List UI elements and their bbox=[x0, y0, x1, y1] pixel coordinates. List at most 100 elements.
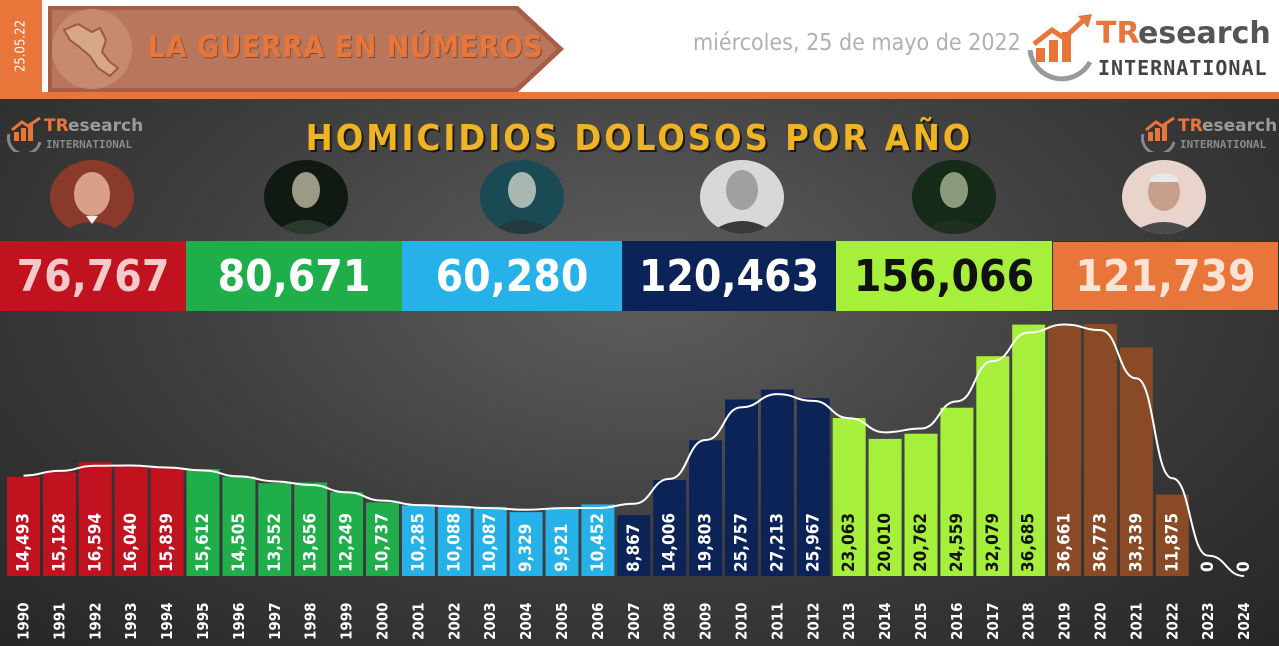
total-box-pena: 156,066 bbox=[836, 241, 1052, 311]
year-label: 1990 bbox=[15, 602, 33, 640]
bar-value-label: 25,967 bbox=[803, 513, 823, 572]
bar-value-label: 8,867 bbox=[624, 524, 644, 572]
bar-2020 bbox=[1084, 324, 1117, 576]
year-label: 2021 bbox=[1127, 602, 1145, 640]
header-date: miércoles, 25 de mayo de 2022 bbox=[693, 30, 1021, 56]
bar-value-label: 10,737 bbox=[373, 513, 393, 572]
year-label: 2022 bbox=[1163, 602, 1181, 640]
total-box-calderon: 120,463 bbox=[622, 241, 836, 311]
bar-value-label: 9,329 bbox=[516, 524, 536, 572]
chart-title: HOMICIDIOS DOLOSOS POR AÑO bbox=[305, 118, 974, 159]
banner-title: LA GUERRA EN NÚMEROS bbox=[148, 30, 544, 65]
year-label: 2007 bbox=[625, 602, 643, 640]
bar-1997 bbox=[258, 483, 292, 576]
bar-2007 bbox=[617, 515, 651, 576]
corner-logo-tr: TR bbox=[44, 116, 69, 136]
year-label: 2020 bbox=[1092, 602, 1110, 640]
year-label: 2008 bbox=[661, 602, 679, 640]
corner-logo-research: esearch bbox=[1202, 116, 1278, 136]
bar-value-label: 13,552 bbox=[265, 513, 285, 572]
portrait-zedillo bbox=[264, 160, 348, 234]
header-divider bbox=[0, 92, 1279, 99]
bar-2004 bbox=[509, 512, 543, 576]
year-label: 2013 bbox=[840, 602, 858, 640]
total-box-fox: 60,280 bbox=[402, 241, 622, 311]
bar-2003 bbox=[473, 506, 507, 576]
date-tab: 25.05.22 bbox=[0, 0, 42, 92]
year-label: 2014 bbox=[876, 602, 894, 640]
total-box-zedillo: 80,671 bbox=[186, 241, 402, 311]
bar-1998 bbox=[294, 482, 328, 576]
bar-2022 bbox=[1155, 494, 1189, 576]
logo-research: esearch bbox=[1138, 16, 1271, 51]
year-label: 2005 bbox=[553, 602, 571, 640]
bar-value-label: 36,661 bbox=[1055, 513, 1075, 572]
bar-value-label: 10,087 bbox=[480, 513, 500, 572]
bar-value-label: 11,875 bbox=[1162, 513, 1182, 572]
bar-1993 bbox=[114, 466, 148, 576]
bar-value-label: 15,612 bbox=[193, 513, 213, 572]
year-label: 1999 bbox=[338, 602, 356, 640]
year-label: 2004 bbox=[517, 602, 535, 640]
year-label: 2018 bbox=[1020, 602, 1038, 640]
bar-2002 bbox=[437, 506, 471, 576]
bar-value-label: 14,006 bbox=[660, 513, 680, 572]
bar-value-label: 10,088 bbox=[444, 513, 464, 572]
year-label: 2016 bbox=[948, 602, 966, 640]
bar-value-label: 0 bbox=[1198, 561, 1218, 572]
bar-2012 bbox=[796, 398, 830, 576]
year-label: 1997 bbox=[266, 602, 284, 640]
year-label: 1996 bbox=[230, 602, 248, 640]
bar-2015 bbox=[904, 433, 938, 576]
total-box-salinas: 76,767 bbox=[0, 241, 186, 311]
bar-value-label: 20,762 bbox=[911, 513, 931, 572]
year-label: 1994 bbox=[158, 602, 176, 640]
bar-2009 bbox=[689, 440, 723, 576]
bar-value-label: 32,079 bbox=[983, 513, 1003, 572]
year-label: 2023 bbox=[1199, 602, 1217, 640]
year-label: 1992 bbox=[86, 602, 104, 640]
bar-2017 bbox=[976, 356, 1010, 576]
bar-value-label: 36,773 bbox=[1091, 513, 1111, 572]
bar-value-label: 23,063 bbox=[839, 513, 859, 572]
bar-1995 bbox=[186, 469, 220, 576]
bar-2011 bbox=[760, 389, 794, 576]
portrait-salinas bbox=[50, 160, 134, 234]
corner-logo-international: INTERNATIONAL bbox=[46, 138, 133, 151]
corner-logo-tr: TR bbox=[1178, 116, 1203, 136]
bar-2021 bbox=[1119, 347, 1153, 576]
bar-value-label: 13,656 bbox=[301, 513, 321, 572]
year-label: 1993 bbox=[122, 602, 140, 640]
tresearch-logo: TR esearch INTERNATIONAL bbox=[1022, 10, 1272, 84]
bar-value-label: 16,040 bbox=[121, 513, 141, 572]
corner-logo-left: TR esearch INTERNATIONAL bbox=[6, 114, 146, 156]
bar-2018 bbox=[1012, 324, 1046, 576]
corner-logo-right: TR esearch INTERNATIONAL bbox=[1140, 114, 1279, 156]
year-label: 2003 bbox=[481, 602, 499, 640]
logo-tr: TR bbox=[1096, 16, 1140, 51]
bar-2010 bbox=[725, 399, 758, 576]
year-label: 2010 bbox=[733, 602, 751, 640]
year-label: 2024 bbox=[1235, 602, 1253, 640]
bar-2001 bbox=[401, 505, 435, 576]
bar-1990 bbox=[7, 476, 40, 576]
logo-mark-icon bbox=[1027, 14, 1093, 82]
bar-2019 bbox=[1048, 324, 1082, 576]
portrait-calderon bbox=[700, 160, 784, 234]
bar-value-label: 36,685 bbox=[1019, 513, 1039, 572]
year-label: 1991 bbox=[50, 602, 68, 640]
year-label: 1998 bbox=[302, 602, 320, 640]
year-label: 2012 bbox=[804, 602, 822, 640]
year-label: 2017 bbox=[984, 602, 1002, 640]
logo-mark-icon bbox=[1141, 116, 1176, 152]
trend-line bbox=[23, 323, 1245, 577]
year-label: 2015 bbox=[912, 602, 930, 640]
bar-2013 bbox=[832, 418, 866, 576]
logo-mark-icon bbox=[7, 116, 42, 152]
bar-1992 bbox=[78, 462, 112, 576]
banner-shape bbox=[48, 6, 564, 92]
bar-1991 bbox=[42, 472, 76, 576]
bar-value-label: 25,757 bbox=[732, 513, 752, 572]
bar-value-label: 0 bbox=[1234, 561, 1254, 572]
